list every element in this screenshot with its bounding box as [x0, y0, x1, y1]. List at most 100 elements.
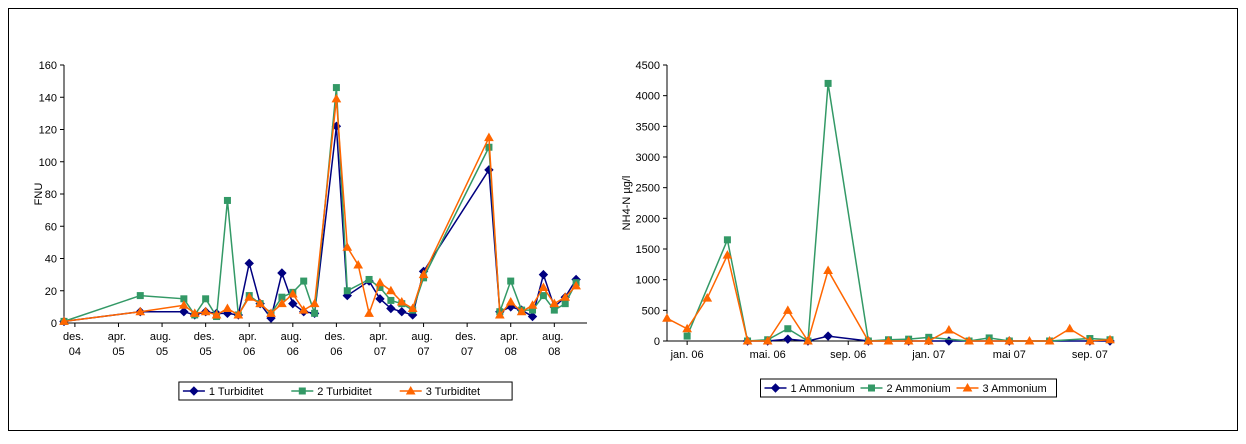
y-tick-label: 3000 [636, 152, 660, 164]
marker [868, 384, 875, 392]
legend-box [178, 381, 513, 401]
marker [135, 306, 146, 316]
marker [505, 297, 516, 306]
x-tick-label: des. 06 [324, 331, 348, 358]
marker [539, 292, 547, 300]
marker [571, 280, 581, 290]
y-tick-label: 60 [45, 221, 57, 233]
y-tick-label: 4000 [636, 91, 660, 103]
marker [682, 323, 692, 333]
marker [550, 306, 558, 314]
y-tick-label: 1500 [636, 244, 660, 256]
x-tick-label: apr. 05 [108, 331, 129, 358]
x-tick-label: aug. 07 [411, 331, 435, 358]
y-tick-label: 4500 [636, 60, 660, 72]
marker [962, 382, 973, 392]
marker [365, 275, 373, 283]
y-tick-label: 0 [51, 318, 57, 330]
y-tick-label: 20 [45, 286, 57, 298]
marker [342, 290, 352, 301]
marker [223, 196, 231, 204]
legend-box [760, 378, 1057, 398]
marker [1064, 323, 1075, 333]
marker [494, 309, 505, 319]
marker [418, 269, 429, 279]
marker [823, 331, 833, 341]
legend-label: 2 Ammonium [887, 383, 951, 395]
marker [702, 293, 713, 302]
marker [375, 294, 385, 304]
marker [200, 306, 211, 316]
marker [405, 385, 416, 395]
legend-label: 2 Turbiditet [317, 386, 371, 398]
marker [1044, 335, 1055, 345]
marker [386, 285, 396, 295]
marker [309, 298, 320, 308]
marker [407, 303, 418, 312]
marker [516, 306, 527, 316]
y-tick-label: 0 [654, 336, 660, 348]
legend-label: 1 Turbiditet [209, 386, 263, 398]
y-tick-label: 100 [39, 157, 57, 169]
marker [396, 297, 407, 306]
y-tick-label: 40 [45, 254, 57, 266]
marker [803, 335, 813, 345]
marker [59, 316, 69, 325]
x-tick-label: aug. 08 [542, 331, 566, 358]
marker [298, 305, 309, 314]
marker [387, 296, 395, 304]
marker [722, 250, 733, 259]
legend-label: 1 Ammonium [791, 383, 855, 395]
marker [863, 335, 874, 345]
x-tick-label: sep. 07 [1072, 349, 1108, 361]
x-tick-label: apr. 06 [239, 331, 260, 358]
x-tick-label: des. 05 [194, 331, 218, 358]
x-tick-label: aug. 05 [150, 331, 174, 358]
marker [984, 335, 995, 345]
marker [683, 332, 691, 340]
marker [222, 303, 233, 312]
y-tick-label: 160 [39, 60, 57, 72]
y-tick-label: 140 [39, 92, 57, 104]
x-tick-label: sep. 06 [830, 349, 866, 361]
marker [762, 335, 773, 345]
marker [784, 325, 792, 333]
y-axis-label: FNU [33, 183, 45, 206]
marker [527, 311, 538, 322]
series-line [63, 87, 577, 323]
marker [538, 269, 549, 280]
y-axis-label: NH4-N µg/l [621, 176, 633, 231]
marker [211, 309, 222, 319]
marker [178, 300, 189, 309]
marker [311, 309, 319, 317]
x-tick-label: mai. 06 [750, 349, 786, 361]
y-tick-label: 80 [45, 189, 57, 201]
marker [300, 277, 308, 285]
x-tick-label: aug. 06 [281, 331, 305, 358]
x-tick-label: des. 04 [63, 331, 87, 358]
x-tick-label: jan. 07 [911, 349, 945, 361]
x-tick-label: apr. 07 [369, 331, 390, 358]
marker [662, 313, 672, 322]
marker [342, 242, 353, 251]
marker [364, 308, 374, 317]
marker [484, 132, 494, 142]
marker [255, 298, 265, 308]
legend-label: 3 Turbiditet [426, 386, 480, 398]
marker [179, 307, 189, 317]
marker [823, 265, 833, 274]
marker [244, 258, 254, 269]
frame [8, 8, 1238, 431]
marker [527, 300, 538, 309]
marker [298, 387, 306, 395]
marker [742, 335, 753, 345]
marker [507, 277, 515, 285]
marker [770, 383, 781, 393]
marker [343, 287, 351, 295]
marker [883, 335, 894, 345]
marker [397, 307, 407, 317]
marker [375, 277, 385, 287]
marker [1004, 335, 1015, 345]
marker [287, 288, 298, 298]
